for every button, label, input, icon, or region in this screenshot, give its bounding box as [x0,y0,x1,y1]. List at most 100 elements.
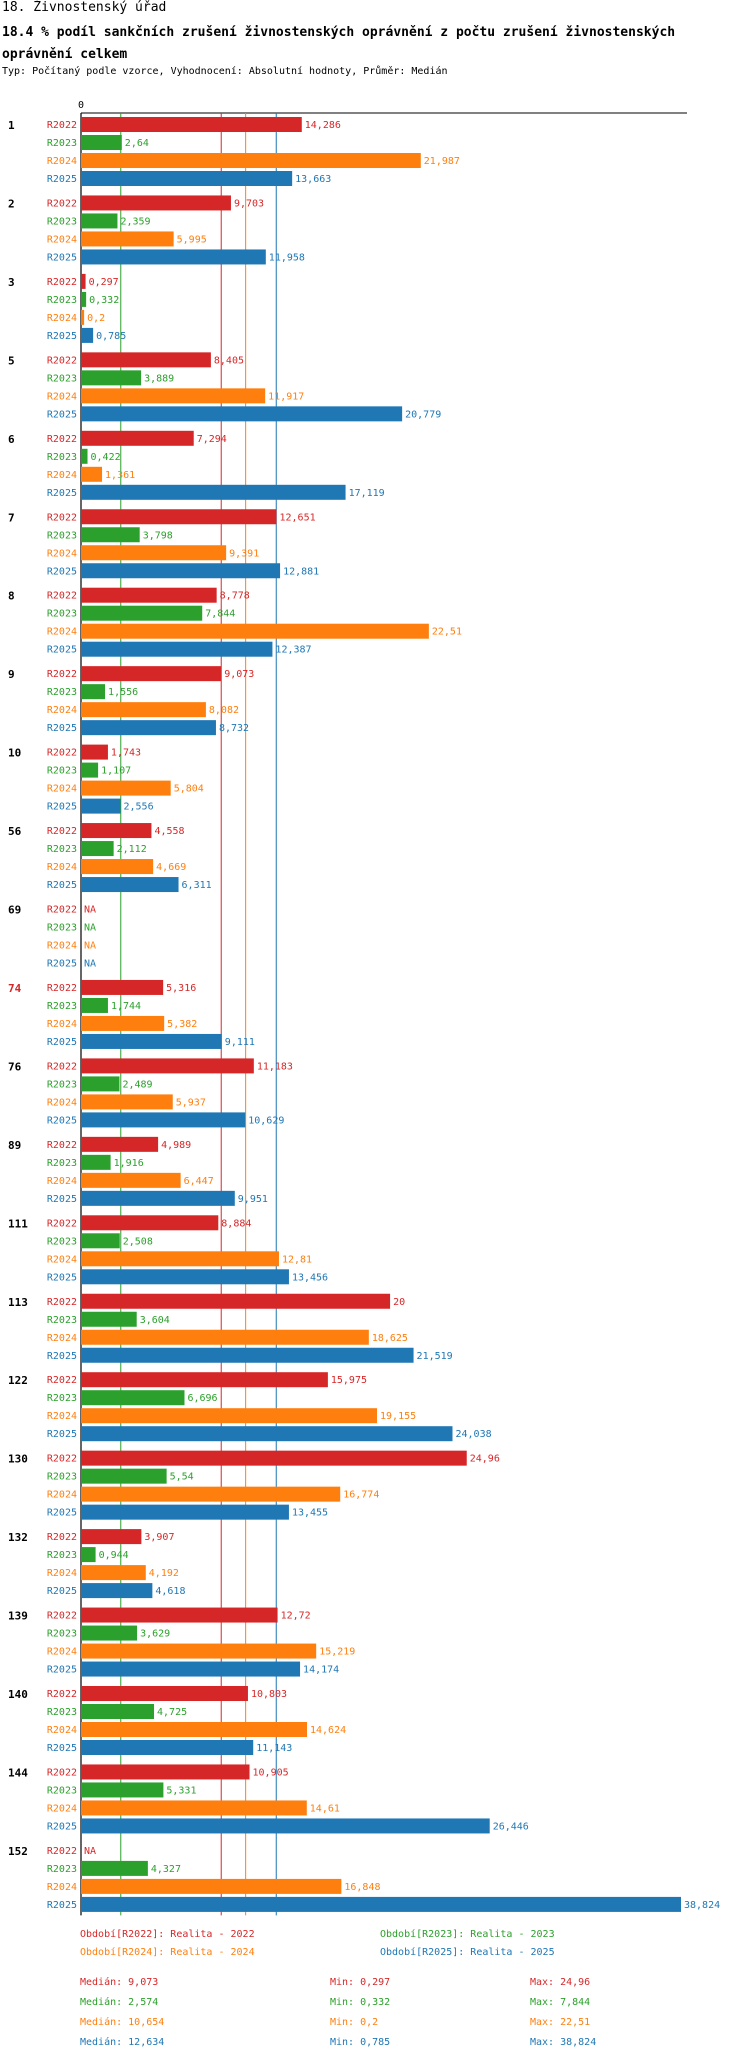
value-label: 2,556 [124,802,154,813]
group-label: 111 [8,1217,28,1230]
series-label: R2024 [47,1411,77,1422]
bar-r2025 [81,1740,254,1755]
bar-r2025 [81,1112,246,1128]
value-label: 2,112 [117,844,147,855]
series-label: R2022 [47,983,77,994]
series-label: R2023 [47,1629,77,1640]
series-label: R2023 [47,1393,77,1404]
bar-r2024 [81,1251,279,1267]
value-label: 13,456 [292,1272,328,1283]
group-label: 132 [8,1531,28,1544]
series-label: R2025 [47,409,77,420]
value-label: 24,038 [455,1429,491,1440]
value-label: 20,779 [405,409,441,420]
group-label: 56 [8,825,22,838]
series-label: R2025 [47,1272,77,1283]
series-label: R2023 [47,1315,77,1326]
bar-r2023 [81,213,118,229]
value-label: 13,663 [295,174,331,185]
value-label: 12,387 [275,645,311,656]
series-label: R2025 [47,1037,77,1048]
value-label: NA [84,905,96,916]
value-label: 5,804 [174,784,204,795]
series-label: R2023 [47,452,77,463]
value-label: 18,625 [372,1333,408,1344]
legend-period-r2025: Období[R2025]: Realita - 2025 [380,1947,555,1958]
stat-max-r2022: Max: 24,96 [530,1977,591,1988]
series-label: R2023 [47,1550,77,1561]
series-label: R2022 [47,1454,77,1465]
bar-r2025 [81,406,403,422]
value-label: 38,824 [684,1900,720,1911]
group-label: 1 [8,119,15,132]
value-label: 21,987 [424,156,460,167]
value-label: 3,889 [144,373,174,384]
value-label: 2,359 [120,216,150,227]
stat-median-r2025: Medián: 12,634 [80,2037,165,2048]
group-label: 74 [8,982,22,995]
value-label: 9,073 [224,669,254,680]
bar-r2022 [81,117,302,132]
value-label: 15,975 [331,1375,367,1386]
bar-r2022 [81,1136,159,1152]
series-label: R2024 [47,1254,77,1265]
group-label: 69 [8,904,21,917]
value-label: 9,391 [229,548,259,559]
series-label: R2024 [47,470,77,481]
series-label: R2022 [47,277,77,288]
bar-r2023 [81,370,142,386]
legend-period-r2024: Období[R2024]: Realita - 2024 [80,1947,255,1958]
series-label: R2023 [47,1079,77,1090]
series-label: R2022 [47,905,77,916]
series-label: R2025 [47,1508,77,1519]
chart-type-line: Typ: Počítaný podle vzorce, Vyhodnocení:… [2,66,448,77]
value-label: 4,558 [154,826,184,837]
bar-r2022 [81,1764,250,1780]
bar-r2024 [81,309,85,325]
value-label: 7,844 [205,609,235,620]
value-label: 5,382 [167,1019,197,1030]
value-label: 10,905 [253,1767,289,1778]
series-label: R2023 [47,530,77,541]
value-label: 1,556 [108,687,138,698]
value-label: 3,629 [140,1629,170,1640]
bar-r2025 [81,1661,301,1677]
series-label: R2024 [47,234,77,245]
series-label: R2024 [47,784,77,795]
value-label: 4,618 [155,1586,185,1597]
bar-r2023 [81,684,106,700]
series-label: R2022 [47,748,77,759]
value-label: 20 [393,1297,405,1308]
group-label: 113 [8,1296,28,1309]
value-label: 12,651 [280,512,316,523]
group-label: 140 [8,1688,28,1701]
bar-r2025 [81,1818,490,1834]
value-label: 19,155 [380,1411,416,1422]
value-label: 12,72 [281,1611,311,1622]
series-label: R2024 [47,1019,77,1030]
series-label: R2023 [47,923,77,934]
series-label: R2024 [47,627,77,638]
value-label: 5,937 [176,1097,206,1108]
bar-r2023 [81,605,203,621]
value-label: 15,219 [319,1647,355,1658]
bar-r2023 [81,1704,155,1719]
series-label: R2023 [47,1864,77,1875]
series-label: R2023 [47,1785,77,1796]
bar-r2022 [81,1607,278,1623]
series-label: R2023 [47,138,77,149]
value-label: 16,848 [344,1882,380,1893]
value-label: 8,732 [219,723,249,734]
bar-r2023 [81,1154,111,1170]
value-label: 8,884 [221,1218,251,1229]
bar-r2025 [81,249,266,265]
series-label: R2022 [47,669,77,680]
series-label: R2024 [47,1097,77,1108]
value-label: 11,917 [268,391,304,402]
value-label: 2,489 [122,1079,152,1090]
series-label: R2022 [47,355,77,366]
value-label: 0,332 [89,295,119,306]
bar-r2024 [81,702,206,718]
series-label: R2024 [47,1882,77,1893]
group-label: 76 [8,1060,22,1073]
